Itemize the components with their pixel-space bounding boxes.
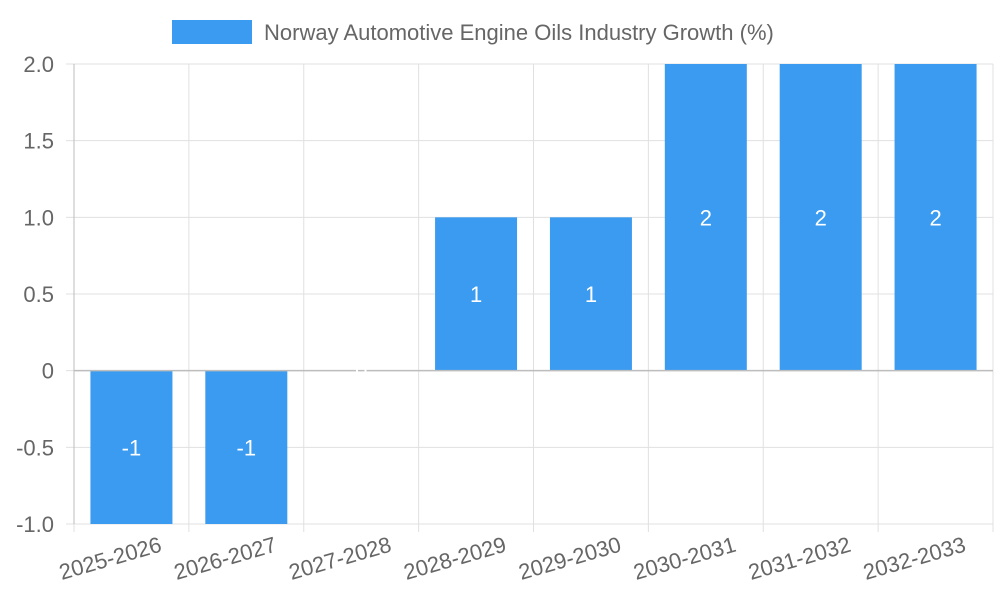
x-tick-label: 2026-2027 xyxy=(171,532,279,585)
x-tick-label: 2029-2030 xyxy=(516,532,624,585)
y-tick-label: 2.0 xyxy=(23,52,54,77)
bar xyxy=(435,217,518,371)
legend-label: Norway Automotive Engine Oils Industry G… xyxy=(264,20,774,45)
data-label: -1 xyxy=(237,435,257,460)
bar xyxy=(664,64,747,371)
bar xyxy=(90,370,173,524)
legend[interactable]: Norway Automotive Engine Oils Industry G… xyxy=(172,20,774,45)
y-tick-label: 0 xyxy=(42,359,54,384)
y-tick-label: -1.0 xyxy=(16,512,54,537)
bar xyxy=(894,64,977,371)
data-label: 2 xyxy=(929,205,941,230)
bars xyxy=(90,64,977,524)
data-label: 1 xyxy=(470,282,482,307)
data-label: 2 xyxy=(700,205,712,230)
bar xyxy=(779,64,862,371)
data-label: -1 xyxy=(122,435,142,460)
data-label: 1 xyxy=(585,282,597,307)
data-label: 2 xyxy=(815,205,827,230)
x-tick-label: 2031-2032 xyxy=(745,532,853,585)
axes xyxy=(73,64,993,524)
data-label: 0 xyxy=(355,359,367,384)
x-tick-label: 2030-2031 xyxy=(631,532,739,585)
x-axis-ticks: 2025-2026 2026-2027 2027-2028 2028-2029 2029… xyxy=(56,532,968,585)
x-tick-label: 2027-2028 xyxy=(286,532,394,585)
y-tick-label: 0.5 xyxy=(23,282,54,307)
bar xyxy=(205,370,288,524)
x-tick-label: 2028-2029 xyxy=(401,532,509,585)
data-labels: -1 -1 0 1 1 2 2 2 xyxy=(122,205,942,460)
x-tick-label: 2032-2033 xyxy=(860,532,968,585)
y-axis-ticks: -1.0 -0.5 0 0.5 1.0 1.5 2.0 xyxy=(16,52,54,537)
bar xyxy=(549,217,632,371)
y-tick-label: -0.5 xyxy=(16,435,54,460)
x-tick-label: 2025-2026 xyxy=(56,532,164,585)
legend-swatch xyxy=(172,20,252,44)
y-tick-label: 1.0 xyxy=(23,205,54,230)
y-tick-label: 1.5 xyxy=(23,129,54,154)
